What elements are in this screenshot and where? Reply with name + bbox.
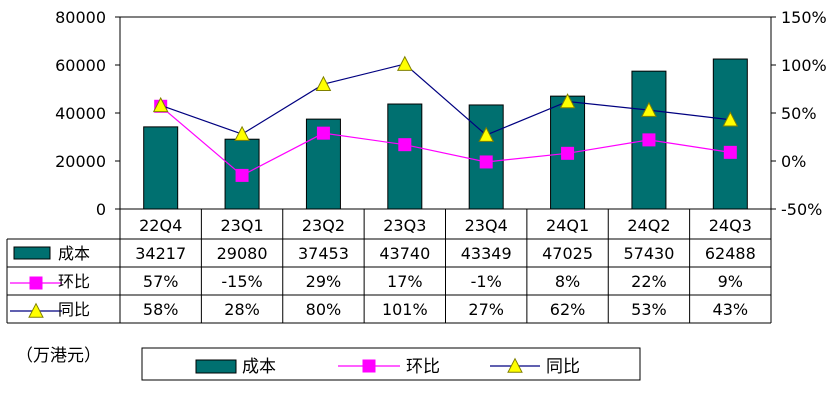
- legend-key-同比: [507, 357, 523, 373]
- point-环比-24Q1: [561, 146, 575, 160]
- table-cell-成本-24Q3: 62488: [705, 244, 756, 263]
- right-axis-tick-label: -50%: [781, 200, 822, 219]
- table-key-同比: [28, 302, 44, 318]
- legend-label-同比: 同比: [546, 357, 580, 377]
- table-cell-成本-24Q2: 57430: [623, 244, 674, 263]
- line-环比: [160, 105, 731, 177]
- table-cell-环比-23Q4: -1%: [471, 272, 502, 291]
- bar-24Q3: [712, 58, 748, 210]
- table-key-环比: [29, 276, 43, 290]
- point-同比-23Q2: [315, 75, 332, 91]
- table-key-成本: [13, 246, 51, 260]
- left-axis-tick-label: 40000: [55, 104, 106, 123]
- plot-area: 0 20000 40000 60000 80000 -50% 0% 50% 100% 150%: [55, 8, 827, 219]
- right-axis-tick-label: 100%: [781, 56, 827, 75]
- table-cell-环比-23Q2: 29%: [306, 272, 342, 291]
- table-cell-环比-23Q1: -15%: [221, 272, 262, 291]
- point-同比-24Q3: [722, 111, 739, 127]
- table-cell-成本-23Q3: 43740: [379, 244, 430, 263]
- line-同比: [160, 63, 731, 136]
- point-同比-23Q4: [478, 126, 495, 142]
- table-cell-环比-24Q2: 22%: [631, 272, 667, 291]
- point-同比-22Q4: [152, 96, 169, 113]
- legend-key-成本: [195, 359, 237, 374]
- left-axis-tick-label: 0: [96, 200, 106, 219]
- x-axis-tick-label: 24Q2: [627, 216, 670, 235]
- table-cell-同比-22Q4: 58%: [143, 300, 179, 319]
- table-cell-同比-23Q2: 80%: [306, 300, 342, 319]
- table-cell-同比-24Q1: 62%: [550, 300, 586, 319]
- left-axis-tick-label: 80000: [55, 8, 106, 27]
- point-环比-23Q2: [316, 126, 330, 140]
- right-axis-tick-label: 150%: [781, 8, 827, 27]
- point-同比-24Q1: [559, 93, 576, 109]
- table-cell-同比-23Q4: 27%: [468, 300, 504, 319]
- table-cell-同比-23Q3: 101%: [382, 300, 428, 319]
- table-cell-同比-23Q1: 28%: [224, 300, 260, 319]
- table-cell-同比-24Q2: 53%: [631, 300, 667, 319]
- point-同比-23Q1: [234, 125, 250, 141]
- bar-22Q4: [143, 126, 179, 210]
- legend-label-环比: 环比: [406, 357, 440, 377]
- unit-note: （万港元）: [16, 346, 101, 366]
- legend-key-环比: [362, 359, 376, 373]
- point-环比-23Q3: [398, 138, 412, 152]
- table-cell-环比-24Q3: 9%: [718, 272, 743, 291]
- x-axis-tick-label: 24Q3: [709, 216, 752, 235]
- right-axis-tick-label: 50%: [781, 104, 817, 123]
- table-cell-环比-22Q4: 57%: [143, 272, 179, 291]
- bar-23Q3: [387, 103, 423, 210]
- legend: （万港元） 成本 环比 同比: [16, 346, 641, 381]
- left-axis-tick-label: 20000: [55, 152, 106, 171]
- point-环比-24Q3: [723, 145, 737, 159]
- table-row-label: 同比: [58, 300, 90, 319]
- table-row-label: 成本: [58, 244, 90, 263]
- table-cell-成本-23Q2: 37453: [298, 244, 349, 263]
- table-row-label: 环比: [58, 272, 90, 291]
- x-axis-tick-label: 23Q3: [383, 216, 426, 235]
- table-cell-成本-23Q1: 29080: [217, 244, 268, 263]
- table-cell-成本-23Q4: 43349: [461, 244, 512, 263]
- point-环比-24Q2: [642, 133, 656, 147]
- point-环比-23Q4: [479, 155, 493, 169]
- x-axis-tick-label: 24Q1: [546, 216, 589, 235]
- point-环比-23Q1: [235, 168, 249, 182]
- table-cell-成本-22Q4: 34217: [135, 244, 186, 263]
- left-axis-tick-label: 60000: [55, 56, 106, 75]
- legend-label-成本: 成本: [242, 357, 276, 377]
- point-同比-24Q2: [641, 101, 657, 117]
- x-axis-tick-label: 23Q1: [220, 216, 263, 235]
- data-table: 22Q4 23Q1 23Q2 23Q3 23Q4 24Q1 24Q2 24Q3 成本 34217 2…: [6, 208, 772, 324]
- right-axis-tick-label: 0%: [781, 152, 806, 171]
- table-cell-同比-24Q3: 43%: [713, 300, 749, 319]
- x-axis-tick-label: 23Q4: [465, 216, 508, 235]
- table-cell-成本-24Q1: 47025: [542, 244, 593, 263]
- x-axis-tick-label: 22Q4: [139, 216, 182, 235]
- point-同比-23Q3: [396, 55, 413, 71]
- table-cell-环比-23Q3: 17%: [387, 272, 423, 291]
- x-axis-tick-label: 23Q2: [302, 216, 345, 235]
- table-cell-环比-24Q1: 8%: [555, 272, 580, 291]
